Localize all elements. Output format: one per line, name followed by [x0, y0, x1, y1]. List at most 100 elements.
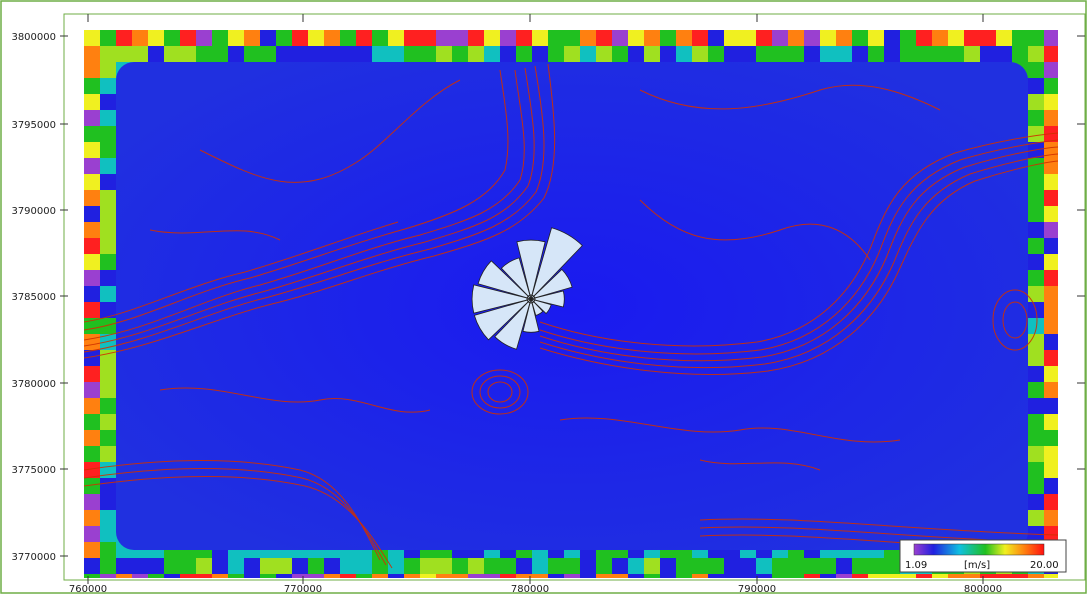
- grid-cell: [532, 46, 548, 62]
- grid-cell: [148, 46, 164, 62]
- grid-cell: [564, 558, 580, 574]
- grid-cell: [292, 558, 308, 574]
- grid-cell: [116, 46, 132, 62]
- grid-cell: [1028, 110, 1044, 126]
- grid-cell: [500, 30, 516, 46]
- grid-cell: [900, 46, 916, 62]
- grid-cell: [196, 30, 212, 46]
- grid-cell: [996, 574, 1012, 578]
- grid-cell: [724, 558, 740, 574]
- grid-cell: [468, 30, 484, 46]
- grid-cell: [484, 558, 500, 574]
- y-tick-label: 3785000: [11, 292, 56, 303]
- grid-cell: [916, 46, 932, 62]
- grid-cell: [580, 558, 596, 574]
- grid-cell: [708, 574, 724, 578]
- grid-cell: [1044, 94, 1058, 110]
- grid-cell: [260, 574, 276, 578]
- grid-cell: [820, 574, 836, 578]
- grid-cell: [580, 574, 596, 578]
- grid-cell: [292, 46, 308, 62]
- grid-cell: [804, 46, 820, 62]
- grid-cell: [100, 206, 116, 222]
- grid-cell: [388, 30, 404, 46]
- grid-cell: [340, 30, 356, 46]
- grid-cell: [100, 286, 116, 302]
- wind-rose-sector: [500, 257, 532, 300]
- grid-cell: [884, 574, 900, 578]
- grid-cell: [436, 46, 452, 62]
- grid-cell: [820, 30, 836, 46]
- grid-cell: [356, 558, 372, 574]
- grid-cell: [308, 574, 324, 578]
- grid-cell: [260, 30, 276, 46]
- grid-cell: [100, 126, 116, 142]
- grid-cell: [516, 30, 532, 46]
- grid-cell: [436, 558, 452, 574]
- grid-cell: [804, 30, 820, 46]
- grid-cell: [1044, 446, 1058, 462]
- grid-cell: [1028, 382, 1044, 398]
- grid-cell: [788, 46, 804, 62]
- grid-cell: [84, 78, 100, 94]
- grid-cell: [116, 30, 132, 46]
- grid-cell: [1044, 414, 1058, 430]
- grid-cell: [84, 190, 100, 206]
- wind-rose-sector: [473, 298, 532, 341]
- grid-cell: [420, 46, 436, 62]
- grid-cell: [100, 558, 116, 574]
- grid-cell: [964, 46, 980, 62]
- grid-cell: [1044, 158, 1058, 174]
- grid-cell: [772, 574, 788, 578]
- grid-cell: [324, 30, 340, 46]
- wind-rose-sector: [494, 298, 532, 350]
- grid-cell: [980, 30, 996, 46]
- grid-cell: [788, 30, 804, 46]
- grid-cell: [132, 558, 148, 574]
- grid-cell: [564, 574, 580, 578]
- grid-cell: [84, 366, 100, 382]
- grid-cell: [644, 46, 660, 62]
- grid-cell: [516, 46, 532, 62]
- grid-cell: [1028, 334, 1044, 350]
- wind-rose-sector: [530, 290, 565, 308]
- grid-cell: [1028, 510, 1044, 526]
- grid-cell: [228, 30, 244, 46]
- grid-cell: [100, 334, 116, 350]
- grid-cell: [1012, 46, 1028, 62]
- grid-cell: [708, 30, 724, 46]
- grid-cell: [1044, 222, 1058, 238]
- grid-cell: [100, 270, 116, 286]
- color-legend: 1.09 [m/s] 20.00: [899, 539, 1067, 573]
- grid-cell: [740, 46, 756, 62]
- grid-cell: [84, 254, 100, 270]
- grid-cell: [900, 574, 916, 578]
- grid-cell: [756, 30, 772, 46]
- grid-cell: [116, 574, 132, 578]
- grid-cell: [772, 558, 788, 574]
- grid-cell: [1028, 350, 1044, 366]
- grid-cell: [676, 574, 692, 578]
- grid-cell: [1028, 158, 1044, 174]
- grid-cell: [1044, 574, 1058, 578]
- grid-cell: [100, 254, 116, 270]
- grid-cell: [276, 46, 292, 62]
- wind-rose[interactable]: [471, 227, 583, 350]
- grid-cell: [1044, 334, 1058, 350]
- wind-rose-sector: [477, 260, 532, 300]
- grid-cell: [100, 414, 116, 430]
- grid-cell: [100, 430, 116, 446]
- wind-rose-center: [526, 294, 536, 304]
- grid-cell: [724, 46, 740, 62]
- grid-cell: [372, 574, 388, 578]
- grid-cell: [84, 206, 100, 222]
- grid-cell: [404, 558, 420, 574]
- grid-cell: [1044, 30, 1058, 46]
- grid-cell: [212, 558, 228, 574]
- grid-cell: [1044, 462, 1058, 478]
- grid-cell: [564, 46, 580, 62]
- grid-cell: [1044, 174, 1058, 190]
- grid-cell: [356, 46, 372, 62]
- grid-cell: [1028, 94, 1044, 110]
